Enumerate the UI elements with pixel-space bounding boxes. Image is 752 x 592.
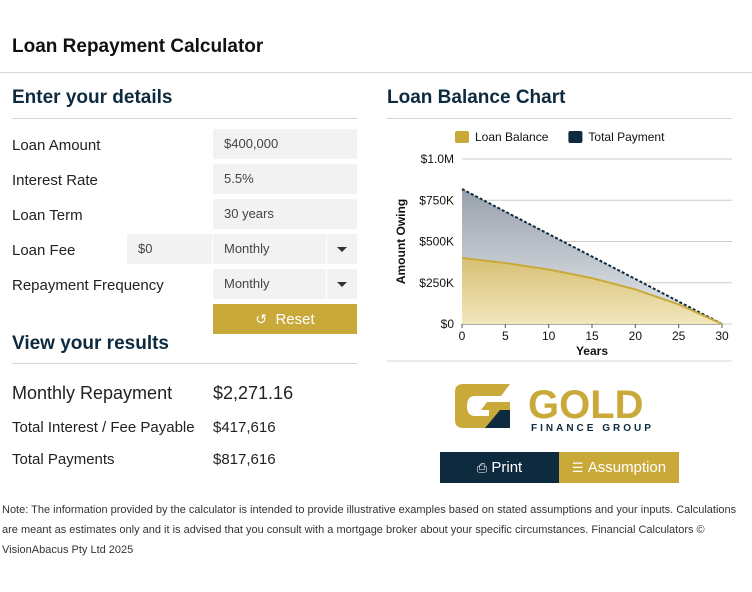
result-label: Total Interest / Fee Payable <box>12 419 195 436</box>
button-label: Print <box>491 459 523 476</box>
field-label: Loan Amount <box>12 137 101 154</box>
result-value: $817,616 <box>213 451 276 468</box>
divider <box>0 72 752 73</box>
result-label: Total Payments <box>12 451 115 468</box>
x-tick-label: 15 <box>585 329 599 343</box>
text-input[interactable]: $400,000 <box>213 129 357 159</box>
field-label: Loan Term <box>12 207 83 224</box>
logo-mark <box>460 410 510 428</box>
chart: $0 $250K $500K $750K $1.0M 0 5 10 15 20 25 30 Years A… <box>387 130 732 362</box>
page-title: Loan Repayment Calculator <box>12 36 264 57</box>
logo-name: GOLD <box>528 383 644 427</box>
text-input[interactable]: 5.5% <box>213 164 357 194</box>
disclaimer: Note: The information provided by the ca… <box>2 504 737 556</box>
result-label: Monthly Repayment <box>12 383 173 403</box>
result-value: $2,271.16 <box>213 383 294 403</box>
divider <box>387 118 732 119</box>
x-tick-label: 30 <box>715 329 729 343</box>
assumption-button[interactable]: ☰ Assumption <box>559 452 679 483</box>
print-button[interactable]: ⎙ Print <box>440 452 559 483</box>
legend-swatch <box>568 131 583 143</box>
text-input[interactable]: $0 <box>127 234 212 264</box>
text-input[interactable]: 30 years <box>213 199 357 229</box>
field-label: Loan Fee <box>12 242 76 259</box>
area <box>462 258 722 324</box>
x-tick-label: 5 <box>502 329 509 343</box>
y-tick-label: $250K <box>419 276 454 290</box>
select-value: Monthly <box>224 276 270 291</box>
select[interactable]: Monthly <box>213 234 357 264</box>
line <box>461 188 723 325</box>
section-heading: Loan Balance Chart <box>387 87 566 108</box>
line <box>461 257 723 325</box>
result-value: $417,616 <box>213 419 276 436</box>
select-value: Monthly <box>224 241 270 256</box>
x-tick-label: 20 <box>629 329 643 343</box>
reset-button[interactable]: ↺ Reset <box>213 304 357 334</box>
y-tick-label: $0 <box>441 317 455 331</box>
x-tick-label: 10 <box>542 329 556 343</box>
divider <box>12 118 357 119</box>
y-tick-label: $500K <box>419 235 454 249</box>
button-label: Reset <box>275 311 315 328</box>
select[interactable]: Monthly <box>213 269 357 299</box>
x-axis-label: Years <box>576 344 608 358</box>
y-axis-label: Amount Owing <box>394 199 408 284</box>
legend-label: Total Payment <box>588 130 665 144</box>
y-tick-label: $1.0M <box>421 152 454 166</box>
x-tick-label: 25 <box>672 329 686 343</box>
legend-label: Loan Balance <box>475 130 549 144</box>
logo-tagline: FINANCE GROUP <box>531 423 654 434</box>
field-label: Interest Rate <box>12 172 98 189</box>
dropdown-arrow <box>326 234 357 264</box>
section-heading: View your results <box>12 333 169 354</box>
logo: GOLD FINANCE GROUP <box>455 383 654 434</box>
x-tick-label: 0 <box>459 329 466 343</box>
y-tick-label: $750K <box>419 193 454 207</box>
field-label: Repayment Frequency <box>12 277 164 294</box>
button-label: Assumption <box>587 459 667 476</box>
section-heading: Enter your details <box>12 87 173 108</box>
divider <box>12 363 357 364</box>
legend-swatch <box>455 131 469 143</box>
dropdown-arrow <box>326 269 357 299</box>
